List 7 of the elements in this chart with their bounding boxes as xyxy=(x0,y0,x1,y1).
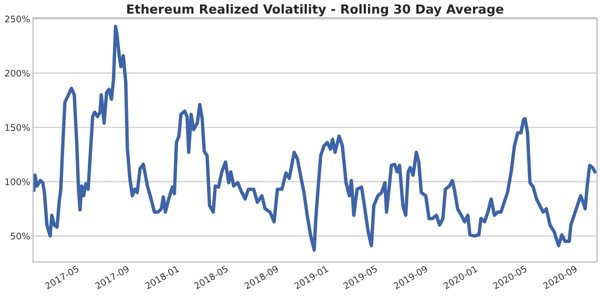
chart-title: Ethereum Realized Volatility - Rolling 30 Day Average xyxy=(127,4,504,16)
y-tick-label: 50% xyxy=(10,232,30,240)
y-tick-label: 200% xyxy=(5,70,30,77)
y-tick-label: 100% xyxy=(5,178,30,186)
line-series xyxy=(33,24,597,252)
y-tick-label: 250% xyxy=(5,16,30,22)
y-tick-label: 150% xyxy=(5,124,30,131)
